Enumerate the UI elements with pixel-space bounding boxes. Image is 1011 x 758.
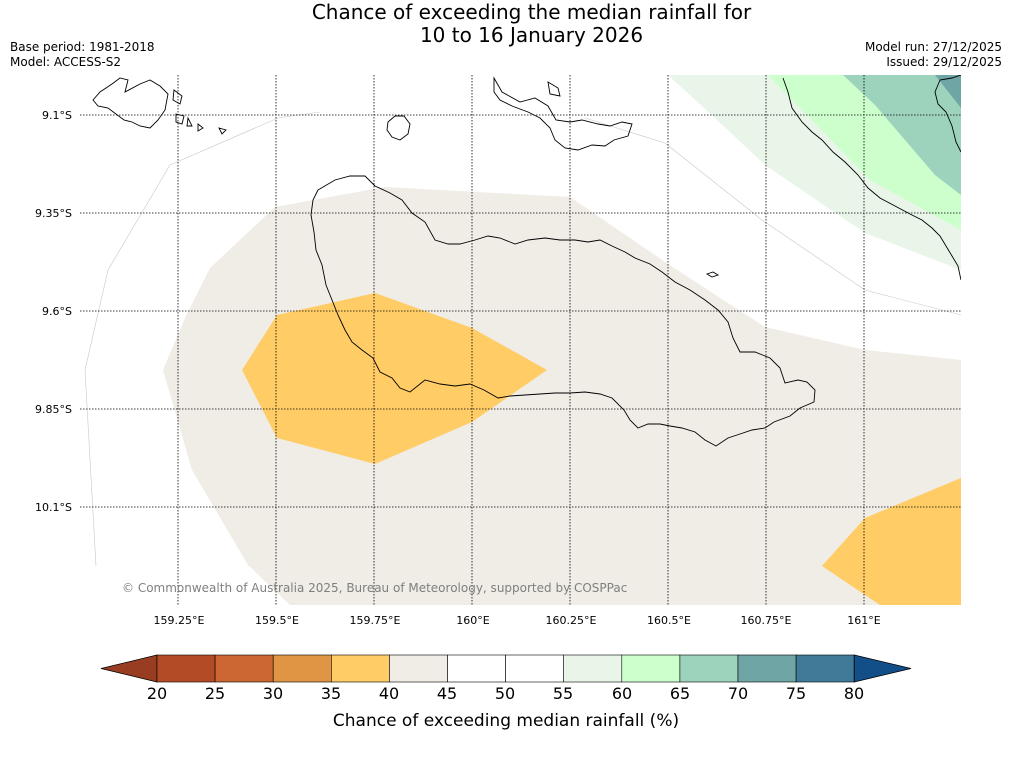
model-name: Model: ACCESS-S2 [10, 55, 122, 69]
lon-label: 159.75°E [350, 614, 401, 627]
probability-zone-35-40-west [242, 293, 547, 464]
colorbar-tick: 20 [147, 684, 167, 703]
probability-zone-65-70 [843, 75, 961, 195]
colorbar-tick: 35 [321, 684, 341, 703]
colorbar-bin [795, 654, 855, 683]
colorbar-tick: 30 [263, 684, 283, 703]
colorbar-bin [505, 654, 565, 683]
base-period: Base period: 1981-2018 [10, 40, 155, 54]
savo-island-coastline [386, 115, 411, 141]
lon-label: 160.75°E [741, 614, 792, 627]
colorbar-tick: 70 [728, 684, 748, 703]
gridlines [80, 75, 961, 605]
colorbar-bin [214, 654, 274, 683]
colorbar-tick: 80 [844, 684, 864, 703]
lat-label: 10.1°S [35, 501, 72, 514]
lon-label: 159.5°E [255, 614, 299, 627]
probability-zone-70-75 [935, 75, 961, 108]
lat-label: 9.1°S [42, 109, 72, 122]
malaita-coastline [782, 75, 961, 281]
guadalcanal-coastline [310, 175, 816, 447]
coastlines [92, 75, 961, 447]
russell-islands-coastline [92, 77, 227, 135]
colorbar-tick: 60 [612, 684, 632, 703]
probability-zone-40-45 [163, 187, 961, 605]
colorbar-bin [272, 654, 332, 683]
model-run: Model run: 27/12/2025 [864, 40, 1002, 54]
lon-label: 161°E [847, 614, 880, 627]
colorbar-tick-labels: 20 25 30 35 40 45 50 55 60 65 70 75 80 [147, 684, 864, 703]
lat-label: 9.6°S [42, 305, 72, 318]
copyright-notice: © Commonwealth of Australia 2025, Bureau… [122, 581, 627, 595]
colorbar-bin [447, 654, 506, 683]
colorbar-title: Chance of exceeding median rainfall (%) [333, 711, 679, 731]
lon-label: 160.5°E [647, 614, 691, 627]
lon-label: 159.25°E [154, 614, 205, 627]
longitude-labels: 159.25°E 159.5°E 159.75°E 160°E 160.25°E… [154, 614, 881, 627]
colorbar [100, 654, 912, 683]
lon-label: 160.25°E [546, 614, 597, 627]
colorbar-tick: 25 [205, 684, 225, 703]
colorbar-over-arrow [853, 654, 912, 683]
issued-date: Issued: 29/12/2025 [886, 55, 1002, 69]
colorbar-tick: 50 [495, 684, 515, 703]
colorbar-bin [621, 654, 681, 683]
lat-label: 9.35°S [35, 207, 72, 220]
colorbar-bin [330, 654, 390, 683]
colorbar-tick: 40 [379, 684, 399, 703]
colorbar-bin [737, 654, 797, 683]
colorbar-bin [389, 654, 448, 683]
colorbar-tick: 75 [786, 684, 806, 703]
colorbar-tick: 55 [553, 684, 573, 703]
map-area: © Commonwealth of Australia 2025, Bureau… [80, 75, 961, 605]
colorbar-bin [563, 654, 623, 683]
map-title-line1: Chance of exceeding the median rainfall … [311, 0, 752, 24]
probability-zone-35-40-southeast [822, 478, 961, 605]
colorbar-tick: 45 [437, 684, 457, 703]
map-title-line2: 10 to 16 January 2026 [419, 23, 644, 47]
latitude-labels: 9.1°S 9.35°S 9.6°S 9.85°S 10.1°S [35, 109, 72, 514]
colorbar-tick: 65 [670, 684, 690, 703]
lon-label: 160°E [456, 614, 489, 627]
lat-label: 9.85°S [35, 403, 72, 416]
islet-coastline [705, 271, 720, 278]
contour-line-north [584, 117, 961, 316]
colorbar-bin [156, 654, 216, 683]
florida-islands-coastline [493, 76, 633, 151]
colorbar-bin [679, 654, 739, 683]
contour-line-west [84, 111, 321, 567]
colorbar-under-arrow [100, 654, 158, 683]
